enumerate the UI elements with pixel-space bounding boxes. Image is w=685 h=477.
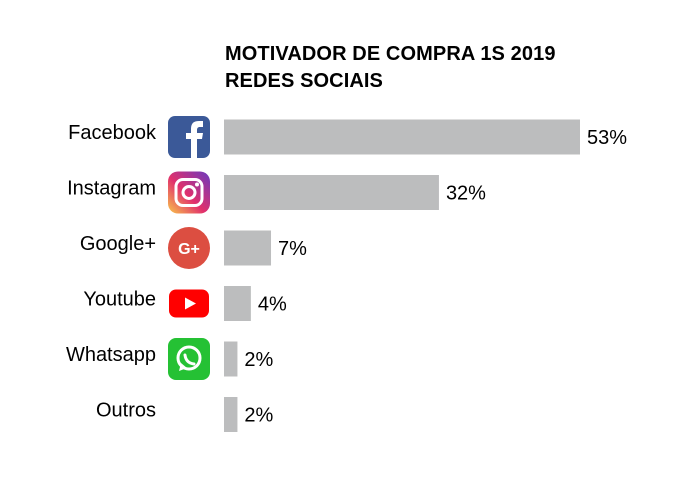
facebook-icon: [168, 116, 210, 158]
chart-title-line-2: REDES SOCIAIS: [225, 70, 383, 92]
bar-facebook: [224, 119, 580, 155]
data-label: 32%: [446, 183, 486, 205]
category-label: Youtube: [83, 289, 156, 311]
bar-instagram: [224, 175, 439, 210]
bar-whatsapp: [224, 341, 238, 377]
bar-outros: [224, 397, 238, 432]
google-plus-icon: G+: [168, 227, 210, 269]
category-label: Outros: [96, 400, 156, 422]
category-label: Facebook: [68, 122, 157, 144]
category-label: Google+: [80, 233, 156, 255]
chart-title: MOTIVADOR DE COMPRA 1S 2019 REDES SOCIAI…: [225, 41, 556, 95]
category-label: Whatsapp: [66, 344, 156, 366]
bar-youtube: [224, 286, 251, 321]
svg-text:G+: G+: [178, 241, 200, 258]
youtube-icon: [169, 289, 209, 318]
whatsapp-icon: [168, 338, 210, 380]
instagram-icon: [168, 171, 210, 214]
data-label: 2%: [244, 405, 273, 427]
data-label: 53%: [587, 127, 627, 149]
category-label: Instagram: [67, 178, 156, 200]
data-label: 4%: [258, 294, 287, 316]
bar-google-: [224, 230, 272, 266]
data-label: 7%: [278, 238, 307, 260]
chart-title-line-1: MOTIVADOR DE COMPRA 1S 2019: [225, 43, 556, 65]
data-label: 2%: [244, 349, 273, 371]
